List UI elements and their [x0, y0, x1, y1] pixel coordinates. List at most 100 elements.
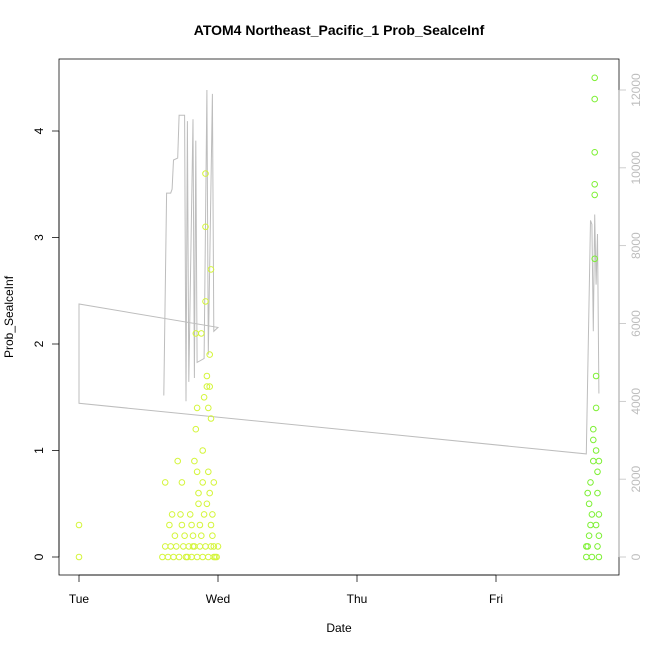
data-point	[75, 521, 83, 529]
scatter-points	[75, 74, 603, 561]
data-point	[207, 543, 215, 550]
data-point	[196, 543, 204, 550]
data-point	[207, 521, 215, 529]
data-point	[164, 553, 172, 561]
data-point	[198, 532, 205, 540]
data-point	[192, 425, 200, 433]
data-point	[587, 521, 594, 529]
overlay-line	[78, 89, 600, 455]
data-point	[166, 521, 173, 529]
overlay-series-line	[78, 89, 600, 455]
y-axis-label: Prob_SealceInf	[2, 275, 16, 358]
data-point	[175, 553, 183, 561]
data-point	[595, 511, 603, 518]
data-point	[195, 500, 202, 508]
data-point	[592, 404, 600, 412]
y-tick-label: 1	[32, 447, 46, 454]
data-point	[171, 532, 179, 540]
data-point	[195, 489, 202, 497]
data-point	[205, 553, 212, 561]
data-point	[590, 457, 597, 465]
data-point	[206, 383, 213, 390]
data-point	[159, 553, 166, 561]
y2-tick-label: 12000	[629, 73, 643, 107]
data-point	[207, 415, 215, 422]
data-point	[177, 511, 184, 518]
data-point	[595, 532, 603, 540]
data-point	[203, 383, 211, 390]
y2-tick-label: 10000	[629, 151, 643, 185]
data-point	[199, 447, 206, 454]
data-point	[185, 543, 193, 550]
chart-title: ATOM4 Northeast_Pacific_1 Prob_SealceInf	[194, 22, 485, 38]
y-tick-label: 4	[32, 127, 46, 134]
data-point	[587, 479, 594, 486]
data-point	[202, 298, 209, 305]
data-point	[584, 489, 592, 497]
data-point	[181, 532, 188, 540]
data-point	[594, 489, 601, 497]
data-point	[209, 532, 216, 540]
data-point	[591, 95, 599, 103]
data-point	[210, 479, 218, 486]
data-point	[178, 479, 186, 486]
data-point	[188, 553, 195, 561]
data-point	[591, 255, 599, 263]
data-point	[206, 351, 213, 358]
x-axis: Tue Wed Thu Fri	[69, 574, 503, 606]
data-point	[196, 521, 204, 529]
data-point	[591, 181, 599, 188]
data-point	[584, 543, 592, 550]
data-point	[595, 457, 603, 465]
data-point	[205, 468, 212, 476]
data-point	[592, 372, 600, 380]
data-point	[199, 479, 206, 486]
data-point	[167, 543, 174, 550]
data-point	[198, 330, 205, 337]
data-point	[590, 425, 597, 433]
data-point	[210, 553, 218, 561]
data-point	[592, 521, 600, 529]
data-point	[583, 553, 590, 561]
plot-frame	[58, 58, 620, 576]
data-point	[180, 543, 187, 550]
data-point	[203, 372, 211, 380]
x-tick-label: Tue	[69, 592, 90, 606]
data-point	[205, 404, 212, 412]
data-point	[209, 511, 216, 518]
x-tick-label: Wed	[206, 592, 230, 606]
data-point	[210, 543, 218, 550]
data-point	[588, 553, 596, 561]
y2-tick-label: 6000	[629, 310, 643, 337]
data-point	[594, 543, 601, 550]
data-point	[193, 553, 201, 561]
data-point	[170, 553, 177, 561]
data-point	[168, 511, 176, 518]
data-point	[199, 553, 206, 561]
data-point	[591, 149, 599, 156]
data-point	[588, 511, 596, 518]
data-point	[161, 543, 169, 550]
y2-tick-label: 4000	[629, 388, 643, 415]
data-point	[173, 543, 180, 550]
data-point	[188, 521, 195, 529]
data-point	[161, 479, 169, 486]
data-point	[591, 191, 599, 199]
data-point	[594, 468, 601, 476]
secondary-y-axis: 0 2000 4000 6000 8000 10000 12000	[618, 73, 643, 560]
data-point	[585, 500, 593, 508]
y-axis: 0 1 2 3 4	[32, 127, 60, 560]
data-point	[213, 553, 220, 561]
data-point	[75, 553, 83, 561]
data-point	[189, 532, 197, 540]
x-axis-label: Date	[326, 621, 352, 635]
data-point	[592, 447, 600, 454]
x-tick-label: Fri	[489, 592, 503, 606]
y2-tick-label: 0	[629, 553, 643, 560]
data-point	[193, 404, 201, 412]
x-tick-label: Thu	[347, 592, 368, 606]
y-tick-label: 2	[32, 340, 46, 347]
data-point	[202, 543, 209, 550]
y-tick-label: 0	[32, 553, 46, 560]
